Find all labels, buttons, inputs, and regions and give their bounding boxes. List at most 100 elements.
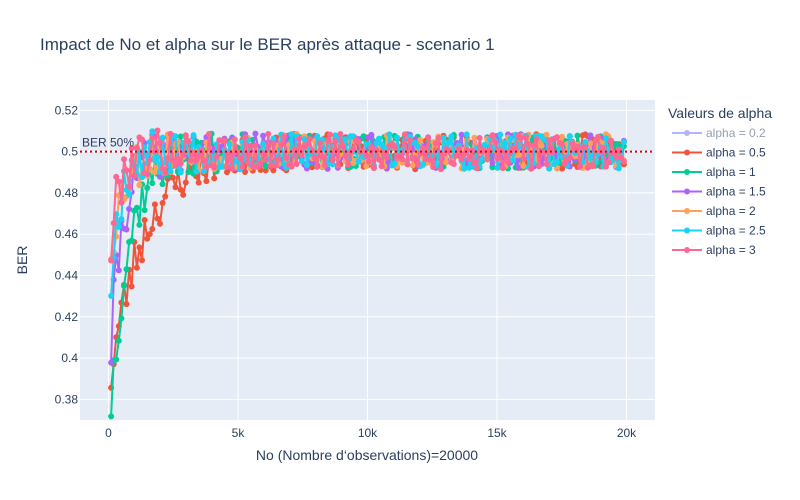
- x-tick-label: 0: [105, 426, 112, 440]
- data-point: [262, 163, 269, 170]
- data-point: [154, 127, 161, 134]
- data-point: [136, 221, 143, 228]
- data-point: [273, 162, 279, 169]
- legend-swatch-marker: [684, 188, 690, 195]
- data-point: [113, 356, 120, 363]
- data-point: [182, 179, 189, 186]
- x-tick-label: 15k: [487, 426, 507, 440]
- legend-item[interactable]: alpha = 2.5: [672, 224, 766, 238]
- data-point: [435, 135, 442, 142]
- data-point: [218, 163, 225, 170]
- data-point: [162, 170, 169, 177]
- data-point: [141, 217, 148, 223]
- x-tick-label: 10k: [358, 426, 378, 440]
- data-point: [108, 257, 115, 264]
- legend-label: alpha = 2.5: [706, 224, 766, 238]
- data-point: [481, 141, 488, 148]
- data-point: [154, 154, 161, 161]
- data-point: [525, 141, 532, 148]
- reference-line-label: BER 50%: [82, 136, 134, 150]
- data-point: [260, 140, 267, 147]
- data-point: [149, 226, 156, 232]
- data-point: [262, 167, 269, 174]
- data-point: [489, 159, 496, 166]
- data-point: [409, 162, 416, 169]
- series-alpha-3: [108, 127, 627, 264]
- data-point: [505, 159, 511, 166]
- data-point: [587, 140, 594, 147]
- data-point: [381, 145, 388, 152]
- y-tick-label: 0.46: [55, 227, 79, 241]
- data-point: [448, 133, 455, 140]
- data-point: [466, 156, 473, 162]
- data-point: [605, 159, 612, 166]
- data-point: [229, 165, 236, 172]
- data-point: [139, 257, 145, 264]
- data-point: [494, 155, 501, 162]
- x-tick-label: 5k: [232, 426, 246, 440]
- data-point: [327, 131, 334, 138]
- data-point: [193, 168, 200, 175]
- data-point: [159, 134, 166, 141]
- data-point: [270, 135, 277, 142]
- data-point: [543, 131, 550, 138]
- x-tick-label: 20k: [617, 426, 637, 440]
- data-point: [180, 191, 187, 198]
- legend-item[interactable]: alpha = 2: [672, 204, 756, 218]
- data-point: [200, 157, 207, 164]
- data-point: [363, 152, 370, 159]
- legend-swatch-marker: [684, 208, 690, 214]
- data-point: [443, 159, 450, 166]
- data-point: [203, 163, 210, 170]
- series-layer: [108, 127, 627, 420]
- data-point: [185, 137, 192, 144]
- data-point: [288, 131, 295, 138]
- data-point: [110, 220, 117, 227]
- legend-label: alpha = 3: [706, 243, 756, 257]
- legend-item[interactable]: alpha = 0.5: [672, 146, 766, 160]
- data-point: [590, 162, 596, 169]
- data-point: [391, 160, 398, 167]
- data-point: [133, 204, 140, 211]
- legend-swatch-marker: [684, 227, 690, 234]
- data-point: [365, 158, 372, 165]
- data-point: [280, 160, 287, 167]
- axis-ticks: 0.38 0.4 0.42 0.44 0.46 0.48 0.5 0.52 0 5k 10k 15k 2…: [55, 103, 638, 440]
- data-point: [146, 156, 153, 163]
- data-point: [373, 140, 380, 146]
- data-point: [236, 154, 243, 161]
- data-point: [162, 193, 169, 200]
- data-point: [582, 139, 589, 146]
- data-point: [620, 158, 627, 165]
- legend-item[interactable]: alpha = 3: [672, 243, 756, 257]
- data-point: [553, 165, 560, 172]
- data-point: [303, 141, 310, 148]
- data-point: [180, 151, 187, 158]
- data-point: [376, 135, 383, 142]
- data-point: [417, 136, 424, 143]
- data-point: [437, 166, 444, 173]
- data-point: [159, 165, 166, 172]
- y-tick-label: 0.38: [55, 392, 79, 406]
- data-point: [133, 264, 140, 271]
- data-point: [378, 163, 385, 170]
- data-point: [569, 140, 576, 147]
- data-point: [566, 154, 573, 161]
- data-point: [489, 164, 496, 171]
- data-point: [543, 161, 550, 168]
- data-point: [332, 138, 339, 145]
- legend-item[interactable]: alpha = 0.2: [672, 126, 766, 140]
- legend-swatch-marker: [684, 149, 690, 156]
- reference-line-layer: BER 50%: [80, 136, 655, 153]
- legend-item[interactable]: alpha = 1.5: [672, 185, 766, 199]
- data-point: [515, 164, 522, 171]
- legend-label: alpha = 0.5: [706, 146, 766, 160]
- data-point: [383, 154, 390, 161]
- legend[interactable]: Valeurs de alpha alpha = 0.2 alpha = 0.5 a…: [668, 105, 772, 257]
- data-point: [123, 226, 130, 233]
- data-point: [121, 156, 127, 163]
- data-point: [553, 159, 560, 166]
- data-point: [301, 136, 308, 143]
- data-point: [484, 156, 491, 163]
- legend-item[interactable]: alpha = 1: [672, 165, 756, 179]
